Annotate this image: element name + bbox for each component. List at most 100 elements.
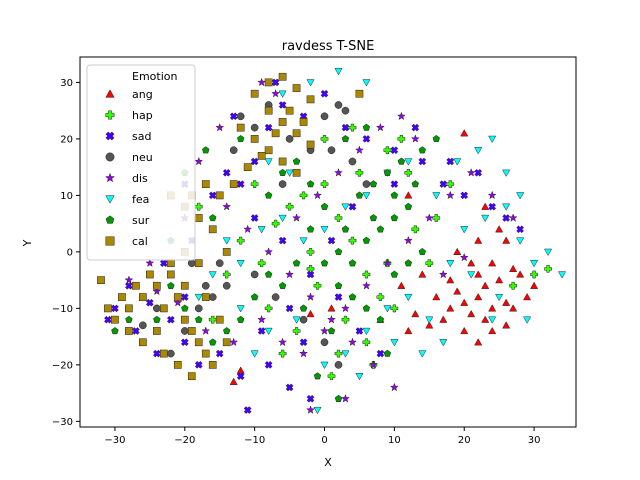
point-dis (396, 111, 406, 121)
point-sur (411, 180, 419, 188)
legend-item-neu: neu (105, 151, 153, 164)
point-fea (306, 79, 315, 87)
point-fea (460, 226, 469, 234)
point-sur (390, 214, 399, 222)
point-sad (327, 236, 336, 245)
point-cal (159, 304, 168, 313)
x-axis-label: X (324, 456, 332, 469)
point-dis (173, 298, 183, 307)
point-cal (194, 214, 203, 222)
point-neu (334, 101, 343, 109)
point-neu (236, 112, 245, 121)
point-sur (250, 293, 259, 301)
point-hap (222, 270, 231, 279)
point-ang (495, 276, 504, 284)
point-sur (341, 225, 350, 233)
point-hap (404, 168, 413, 177)
point-dis (299, 348, 309, 358)
legend-label-ang: ang (132, 88, 153, 101)
point-sad (264, 123, 273, 132)
legend-item-hap: hap (105, 109, 153, 122)
point-sad (215, 349, 224, 358)
point-cal (201, 180, 210, 188)
point-sur (320, 259, 329, 267)
point-dis (257, 77, 267, 87)
point-neu (271, 293, 280, 301)
point-ang (509, 264, 518, 272)
point-cal (264, 78, 273, 87)
point-sur (369, 214, 378, 222)
point-sad (502, 214, 511, 222)
point-hap (362, 338, 371, 347)
legend-label-neu: neu (132, 151, 153, 164)
point-dis (319, 326, 330, 335)
point-hap (306, 248, 315, 256)
point-fea (299, 237, 308, 245)
point-ang (418, 270, 427, 278)
point-fea (383, 305, 392, 313)
legend-marker-ang (105, 89, 115, 98)
point-neu (362, 180, 371, 188)
point-sad (250, 214, 259, 222)
legend-item-cal: cal (105, 235, 148, 248)
chart-title: ravdess T-SNE (282, 39, 375, 54)
point-fea (404, 293, 413, 302)
point-ang (502, 298, 511, 306)
point-cal (180, 315, 189, 324)
point-dis (438, 269, 448, 279)
legend-marker-sad (105, 131, 115, 141)
point-fea (250, 350, 259, 358)
point-fea (453, 158, 462, 166)
point-ang (411, 309, 420, 318)
point-dis (487, 190, 497, 200)
point-cal (250, 89, 259, 98)
point-dis (403, 235, 413, 245)
point-sad (180, 293, 189, 301)
point-ang (481, 281, 490, 289)
y-tick-label: −20 (52, 360, 73, 371)
point-sad (488, 202, 497, 211)
point-cal (278, 118, 287, 126)
point-sad (306, 270, 315, 279)
legend-label-sad: sad (132, 130, 151, 143)
point-cal (292, 84, 301, 92)
point-sad (460, 191, 469, 200)
point-sad (390, 146, 399, 155)
point-ang (439, 315, 448, 323)
point-fea (481, 214, 490, 223)
point-neu (320, 112, 329, 121)
point-fea (236, 305, 245, 313)
point-cal (125, 327, 133, 335)
point-fea (362, 192, 371, 200)
point-dis (243, 224, 253, 234)
point-cal (173, 361, 182, 369)
point-neu (187, 259, 196, 268)
point-ang (404, 326, 413, 335)
point-fea (502, 203, 511, 211)
point-cal (215, 315, 224, 324)
y-axis: −30 −20 −10 0 10 20 30 (52, 78, 80, 428)
point-dis (229, 337, 239, 347)
point-cal (187, 372, 196, 381)
point-neu (222, 281, 231, 290)
point-fea (544, 248, 553, 257)
point-hap (285, 202, 294, 211)
point-cal (250, 135, 259, 143)
point-dis (382, 258, 392, 268)
point-hap (509, 281, 517, 290)
point-dis (445, 190, 455, 200)
legend-marker-dis (104, 172, 116, 183)
point-sur (355, 191, 364, 199)
point-cal (125, 304, 133, 313)
point-dis (313, 190, 323, 200)
point-sur (341, 134, 350, 143)
point-sur (306, 225, 315, 233)
point-neu (166, 349, 175, 358)
point-dis (194, 156, 204, 166)
y-tick-label: 30 (60, 78, 73, 89)
point-sur (432, 134, 440, 143)
point-cal (118, 293, 126, 301)
point-ang (502, 321, 511, 329)
point-sur (181, 304, 189, 312)
